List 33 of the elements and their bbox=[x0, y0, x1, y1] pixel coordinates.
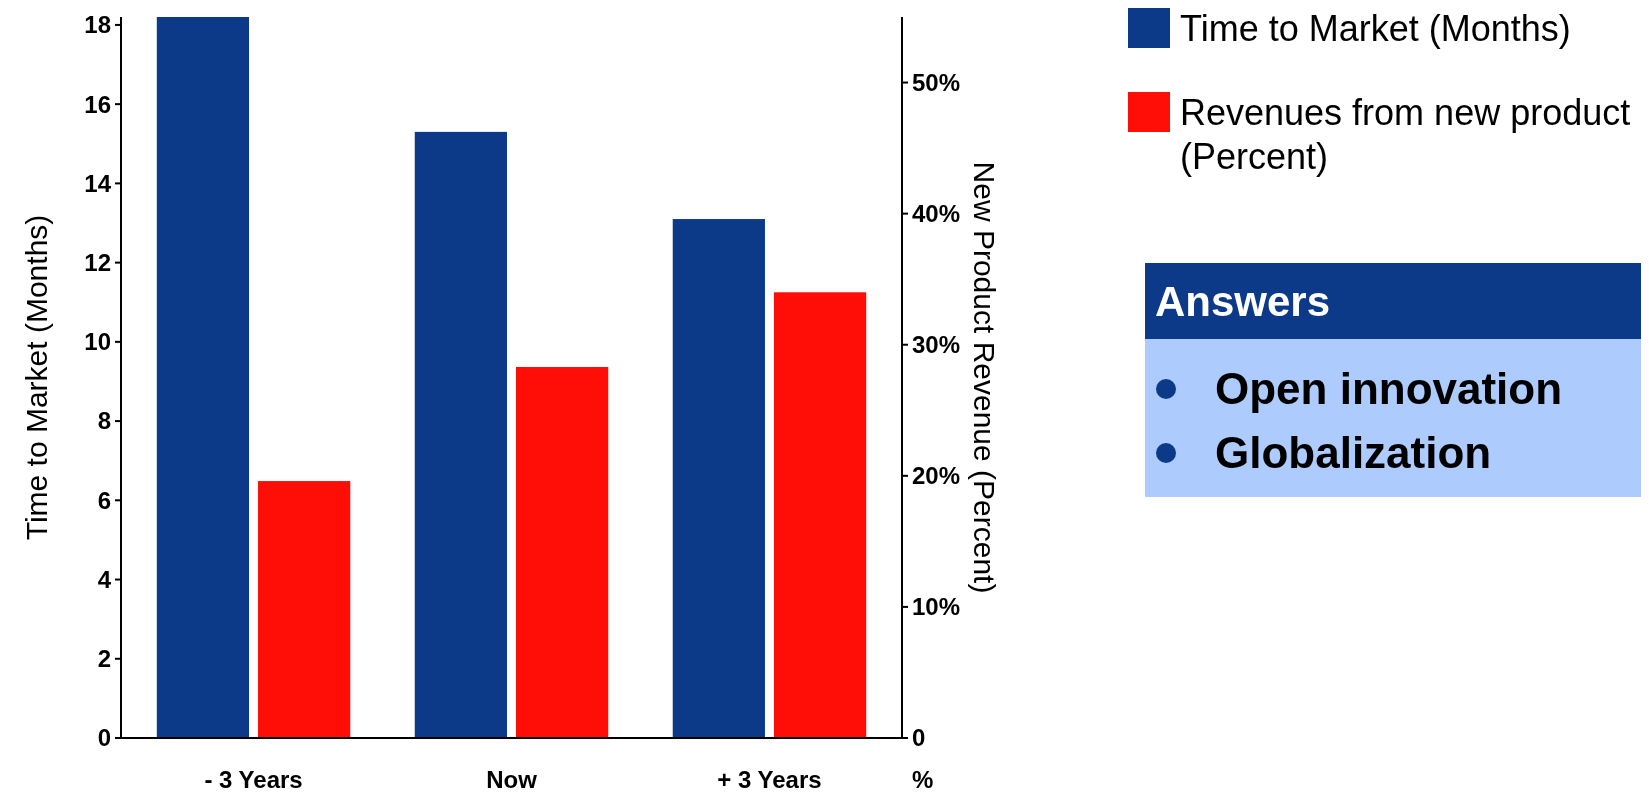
y2-tick-label: 20% bbox=[912, 462, 961, 490]
y2-tick-label: 30% bbox=[912, 331, 961, 359]
text: Answers bbox=[1155, 277, 1331, 325]
y2-axis-title: New Product Revenue (Percent) bbox=[967, 161, 1001, 594]
bar bbox=[414, 131, 507, 738]
legend-label: Time to Market (Months) bbox=[1180, 7, 1571, 49]
y-tick-label: 8 bbox=[97, 407, 111, 435]
y-tick-label: 14 bbox=[84, 169, 112, 197]
legend-label: Revenues from new product (Percent) bbox=[1180, 91, 1631, 177]
y-tick-label: 12 bbox=[84, 249, 111, 277]
bar bbox=[672, 219, 765, 738]
y-tick-label: 16 bbox=[84, 90, 111, 118]
y-tick-label: 0 bbox=[97, 724, 111, 752]
text: Globalization bbox=[1215, 428, 1492, 478]
x-tick-label: + 3 Years bbox=[717, 766, 822, 794]
y-tick-label: 4 bbox=[97, 565, 112, 593]
y-tick-label: 2 bbox=[97, 645, 111, 673]
y-tick-label: 10 bbox=[84, 328, 111, 356]
y2-tick-label: 10% bbox=[912, 593, 961, 621]
text: % bbox=[912, 766, 934, 794]
bar bbox=[156, 17, 250, 738]
bar bbox=[258, 481, 351, 738]
y2-tick-label: 40% bbox=[912, 200, 961, 228]
y2-tick-label: 50% bbox=[912, 68, 961, 96]
bar bbox=[516, 367, 609, 738]
x-tick-label: Now bbox=[486, 766, 538, 794]
y-tick-label: 6 bbox=[97, 486, 111, 514]
y-axis-title: Time to Market (Months) bbox=[19, 214, 53, 541]
bar bbox=[773, 292, 867, 738]
y2-tick-label: 0 bbox=[912, 724, 926, 752]
text: Open innovation bbox=[1215, 364, 1563, 414]
x-tick-label: - 3 Years bbox=[204, 766, 303, 794]
y-tick-label: 18 bbox=[84, 11, 111, 39]
